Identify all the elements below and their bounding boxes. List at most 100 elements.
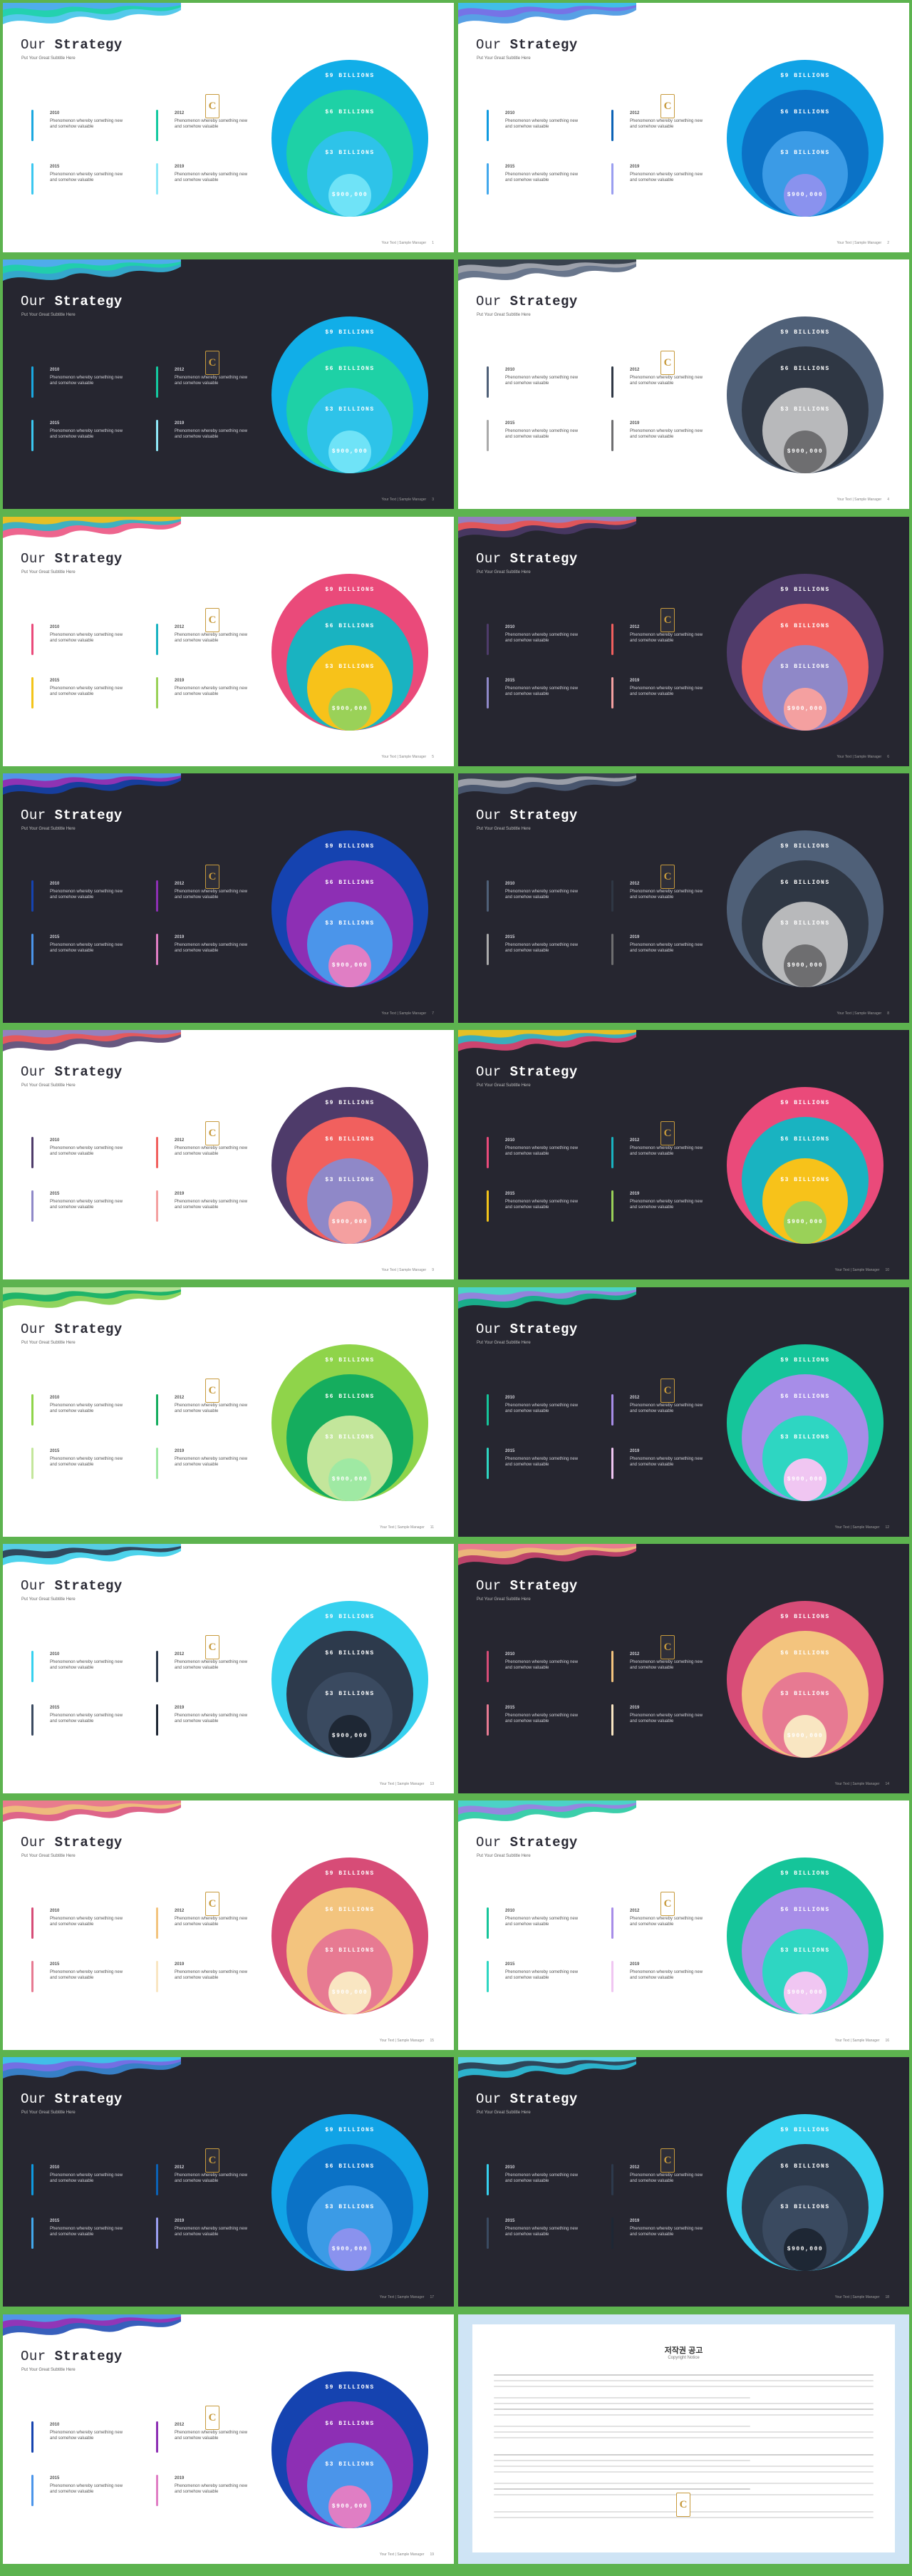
nested-circle-chart: $9 BILLIONS $6 BILLIONS $3 BILLIONS $900,00… — [271, 1087, 428, 1244]
item-year: 2019 — [175, 1706, 185, 1710]
strategy-item: 2012 Phenomenon whereby something new and… — [156, 2421, 256, 2464]
slide-title: Our Strategy — [21, 808, 123, 823]
title-light: Our — [21, 1835, 55, 1850]
item-description: Phenomenon whereby something new and som… — [505, 943, 579, 953]
item-accent-bar — [156, 1907, 158, 1939]
nested-circle-chart: $9 BILLIONS $6 BILLIONS $3 BILLIONS $900,00… — [271, 316, 428, 473]
slide-subtitle: Put Your Great Subtitle Here — [477, 313, 531, 317]
notice-text-line — [494, 2483, 874, 2484]
item-description: Phenomenon whereby something new and som… — [175, 2227, 248, 2237]
item-accent-bar — [156, 677, 158, 709]
strategy-item: 2019 Phenomenon whereby something new and… — [156, 2217, 256, 2260]
slide-13[interactable]: Our Strategy Put Your Great Subtitle Here… — [3, 1544, 454, 1793]
item-year: 2019 — [630, 1449, 640, 1453]
circle-level-4 — [784, 1201, 826, 1244]
strategy-item: 2012 Phenomenon whereby something new and… — [611, 1651, 711, 1694]
title-light: Our — [476, 1064, 510, 1080]
item-year: 2012 — [175, 1652, 185, 1657]
wave-decoration — [3, 773, 181, 795]
strategy-item: 2010 Phenomenon whereby something new and… — [487, 1137, 586, 1180]
notice-title: 저작권 공고 — [664, 2346, 703, 2355]
slide-19[interactable]: Our Strategy Put Your Great Subtitle Here… — [3, 2314, 454, 2564]
circle-label: $900,000 — [332, 192, 368, 198]
title-bold: Strategy — [509, 1835, 578, 1850]
slide-17[interactable]: Our Strategy Put Your Great Subtitle Here… — [3, 2057, 454, 2307]
circle-label: $900,000 — [332, 2503, 368, 2510]
slide-8[interactable]: Our Strategy Put Your Great Subtitle Here… — [458, 773, 909, 1023]
strategy-item: 2015 Phenomenon whereby something new and… — [31, 2217, 131, 2260]
item-year: 2015 — [505, 935, 515, 939]
item-accent-bar — [156, 1448, 158, 1479]
wave-layer — [458, 1287, 636, 1295]
slide-6[interactable]: Our Strategy Put Your Great Subtitle Here… — [458, 517, 909, 766]
item-accent-bar — [31, 880, 33, 912]
footer-text: Your Text | Sample Manager — [834, 2295, 880, 2299]
notice-text-line — [494, 2431, 874, 2433]
footer-text: Your Text | Sample Manager — [836, 1011, 882, 1016]
item-description: Phenomenon whereby something new and som… — [50, 1714, 123, 1724]
slide-18[interactable]: Our Strategy Put Your Great Subtitle Here… — [458, 2057, 909, 2307]
slide-12[interactable]: Our Strategy Put Your Great Subtitle Here… — [458, 1287, 909, 1537]
slide-11[interactable]: Our Strategy Put Your Great Subtitle Here… — [3, 1287, 454, 1537]
item-accent-bar — [31, 1137, 33, 1168]
item-year: 2012 — [175, 368, 185, 372]
circle-label: $900,000 — [332, 706, 368, 712]
strategy-item: 2019 Phenomenon whereby something new and… — [156, 420, 256, 463]
item-year: 2012 — [175, 1396, 185, 1400]
slide-2[interactable]: Our Strategy Put Your Great Subtitle Here… — [458, 3, 909, 252]
page-number: 18 — [885, 2295, 889, 2299]
item-accent-bar — [31, 1907, 33, 1939]
item-year: 2019 — [630, 421, 640, 426]
item-year: 2015 — [50, 1192, 60, 1196]
strategy-item: 2012 Phenomenon whereby something new and… — [156, 880, 256, 923]
item-description: Phenomenon whereby something new and som… — [50, 943, 123, 953]
wave-decoration — [458, 259, 636, 281]
item-description: Phenomenon whereby something new and som… — [630, 1403, 703, 1413]
slide-3[interactable]: Our Strategy Put Your Great Subtitle Here… — [3, 259, 454, 509]
item-description: Phenomenon whereby something new and som… — [50, 1660, 123, 1670]
circle-label: $900,000 — [787, 1219, 823, 1225]
nested-circle-chart: $9 BILLIONS $6 BILLIONS $3 BILLIONS $900,00… — [271, 1601, 428, 1758]
wave-layer — [458, 3, 636, 11]
wave-layer — [3, 3, 181, 11]
slide-footer: Your Text | Sample Manager 8 — [836, 1011, 889, 1016]
item-year: 2015 — [505, 1449, 515, 1453]
item-description: Phenomenon whereby something new and som… — [175, 686, 248, 696]
slide-15[interactable]: Our Strategy Put Your Great Subtitle Here… — [3, 1800, 454, 2050]
item-year: 2019 — [175, 2219, 185, 2223]
title-bold: Strategy — [54, 551, 123, 567]
copyright-notice-slide[interactable]: 저작권 공고 Copyright Notice C — [458, 2314, 909, 2564]
circle-label: $900,000 — [332, 448, 368, 455]
item-accent-bar — [487, 1961, 489, 1992]
item-accent-bar — [611, 2217, 613, 2249]
slide-14[interactable]: Our Strategy Put Your Great Subtitle Here… — [458, 1544, 909, 1793]
slide-10[interactable]: Our Strategy Put Your Great Subtitle Here… — [458, 1030, 909, 1279]
strategy-item: 2015 Phenomenon whereby something new and… — [31, 677, 131, 720]
slide-subtitle: Put Your Great Subtitle Here — [477, 1854, 531, 1858]
item-description: Phenomenon whereby something new and som… — [50, 2227, 123, 2237]
circle-label: $3 BILLIONS — [325, 1177, 374, 1183]
item-description: Phenomenon whereby something new and som… — [630, 686, 703, 696]
nested-circle-chart: $9 BILLIONS $6 BILLIONS $3 BILLIONS $900,00… — [727, 1858, 884, 2014]
item-accent-bar — [611, 420, 613, 451]
title-bold: Strategy — [54, 294, 123, 309]
slide-4[interactable]: Our Strategy Put Your Great Subtitle Here… — [458, 259, 909, 509]
strategy-item: 2010 Phenomenon whereby something new and… — [31, 624, 131, 666]
circle-label: $9 BILLIONS — [325, 2384, 374, 2391]
slide-16[interactable]: Our Strategy Put Your Great Subtitle Here… — [458, 1800, 909, 2050]
slide-7[interactable]: Our Strategy Put Your Great Subtitle Here… — [3, 773, 454, 1023]
slide-9[interactable]: Our Strategy Put Your Great Subtitle Here… — [3, 1030, 454, 1279]
item-description: Phenomenon whereby something new and som… — [630, 1200, 703, 1210]
circle-label: $3 BILLIONS — [325, 664, 374, 670]
slide-1[interactable]: Our Strategy Put Your Great Subtitle Here… — [3, 3, 454, 252]
strategy-item: 2012 Phenomenon whereby something new and… — [611, 1907, 711, 1950]
slide-subtitle: Put Your Great Subtitle Here — [21, 1083, 76, 1088]
item-accent-bar — [487, 1651, 489, 1682]
item-year: 2012 — [630, 1909, 640, 1913]
strategy-item: 2010 Phenomenon whereby something new and… — [31, 366, 131, 409]
brand-logo-icon: C — [660, 865, 675, 889]
slide-footer: Your Text | Sample Manager 16 — [835, 2039, 889, 2043]
slide-5[interactable]: Our Strategy Put Your Great Subtitle Here… — [3, 517, 454, 766]
circle-label: $3 BILLIONS — [780, 1434, 829, 1441]
strategy-item: 2012 Phenomenon whereby something new and… — [611, 624, 711, 666]
